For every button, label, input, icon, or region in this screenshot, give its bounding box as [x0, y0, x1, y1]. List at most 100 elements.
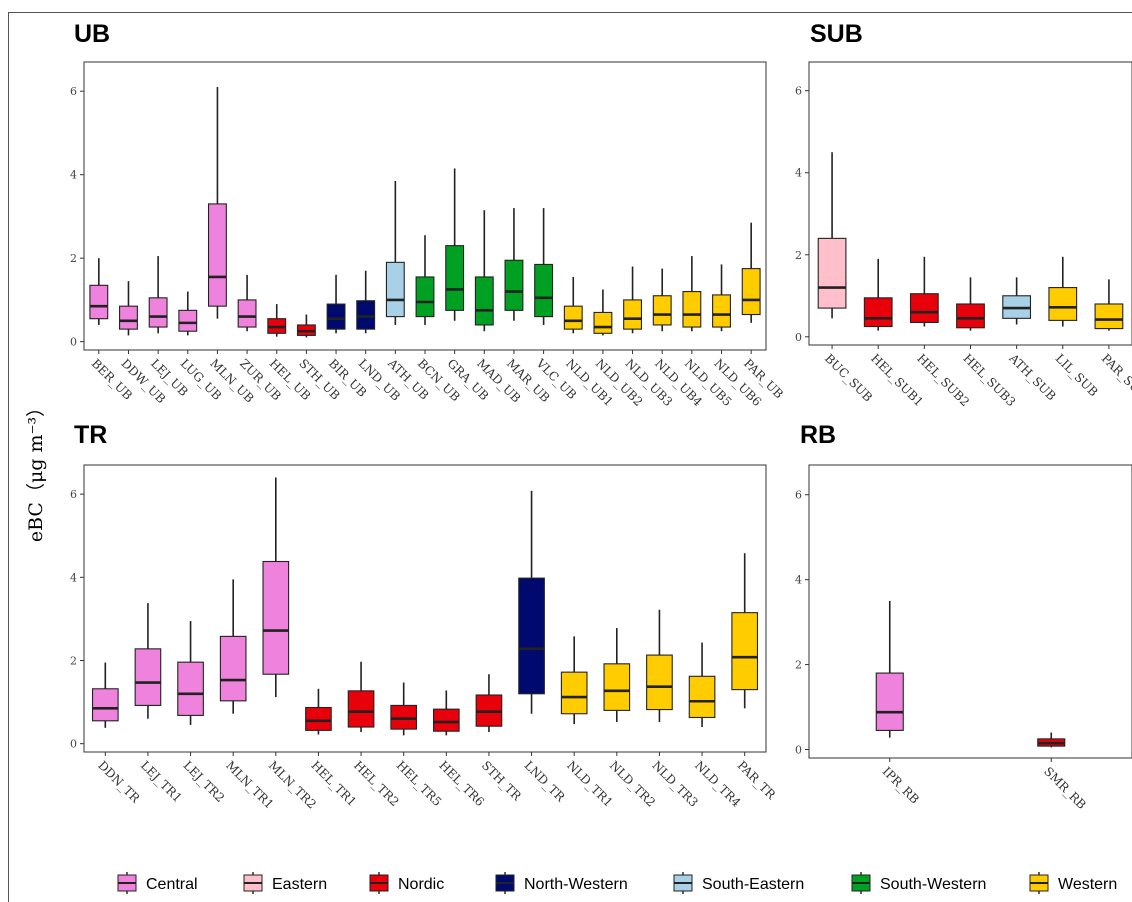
box-hel_sub1 [863, 297, 893, 328]
y-tick-label: 0 [70, 336, 77, 349]
box-lug_ub [178, 309, 198, 332]
box-hel_tr6 [432, 708, 460, 732]
box-vlc_ub [534, 263, 554, 318]
box-lej_tr2 [177, 661, 204, 716]
panel-title-rb: RB [800, 421, 836, 449]
box-mar_ub [504, 259, 524, 311]
legend-item-western: Western [1029, 872, 1117, 894]
box-zur_ub [237, 299, 257, 328]
y-tick-label: 4 [70, 571, 77, 584]
panel-title-sub: SUB [810, 20, 863, 48]
x-tick-label: LIL_SUB [1053, 351, 1101, 399]
box-lnd_ub [356, 300, 376, 330]
y-tick-label: 0 [70, 738, 77, 751]
box-buc_sub [817, 237, 847, 309]
y-tick-label: 6 [795, 489, 802, 502]
box-nld_tr2 [603, 663, 631, 711]
legend-label: Western [1058, 876, 1117, 893]
x-tick-label: LEJ_TR2 [180, 758, 227, 805]
box-bir_ub [326, 303, 346, 330]
legend-item-central: Central [117, 872, 198, 894]
panel-ub: 0246BER_UBDDW_UBLEJ_UBLUG_UBMLN_UBZUR_UB… [70, 61, 786, 409]
box-nld_tr4 [688, 675, 716, 719]
box-bcn_ub [415, 276, 435, 318]
x-tick-label: DDN_TR [95, 758, 143, 806]
x-tick-label: HEL_TR6 [436, 758, 487, 809]
box-nld_ub2 [593, 311, 613, 334]
y-tick-label: 2 [795, 659, 802, 672]
x-tick-label: LEJ_TR1 [138, 758, 185, 805]
box-mln_tr2 [262, 560, 290, 675]
box-hel_tr2 [347, 690, 375, 728]
y-tick-label: 2 [70, 252, 77, 265]
panel-title-ub: UB [74, 20, 110, 48]
x-tick-label: IPR_RB [880, 764, 922, 806]
box-hel_sub2 [909, 293, 939, 323]
y-tick-label: 6 [795, 85, 802, 98]
box-nld_ub5 [682, 291, 702, 328]
panel-title-tr: TR [74, 421, 107, 449]
legend-item-north-western: North-Western [495, 872, 628, 894]
box-nld_tr3 [646, 654, 673, 711]
x-tick-label: BUC_SUB [822, 351, 875, 404]
legend-label: South-Western [880, 876, 986, 893]
box-lnd_tr [518, 577, 545, 695]
box-par_sub [1094, 303, 1124, 330]
x-tick-label: SMR_RB [1041, 764, 1089, 812]
panel-border [808, 464, 1132, 759]
box-par_tr [731, 612, 759, 691]
box-hel_sub3 [956, 303, 985, 329]
box-ddw_ub [119, 305, 138, 330]
box-nld_ub1 [563, 305, 583, 330]
legend-label: Nordic [398, 876, 444, 893]
y-axis-label: eBC（μg m⁻³） [25, 398, 47, 542]
box-ddn_tr [91, 688, 119, 722]
panel-border [83, 464, 767, 753]
x-tick-label: HEL_TR2 [351, 758, 402, 809]
legend-label: Central [146, 876, 198, 893]
box-nld_tr1 [560, 671, 588, 715]
box-nld_ub3 [623, 299, 643, 330]
panel-sub: 0246BUC_SUBHEL_SUB1HEL_SUB2HEL_SUB3ATH_S… [795, 61, 1132, 409]
box-gra_ub [445, 245, 465, 311]
box-hel_tr1 [305, 706, 332, 731]
box-ipr_rb [875, 672, 904, 731]
box-nld_ub4 [652, 295, 672, 326]
box-nld_ub6 [712, 294, 731, 328]
legend-label: North-Western [524, 876, 628, 893]
x-tick-label: PAR_TR [735, 758, 779, 802]
legend-item-south-western: South-Western [851, 872, 986, 894]
legend-item-nordic: Nordic [369, 872, 444, 894]
y-tick-label: 6 [70, 488, 77, 501]
x-tick-label: HEL_TR5 [394, 758, 445, 809]
x-tick-label: LND_TR [521, 758, 568, 805]
legend: Central Eastern Nordic North-Western South-E… [117, 872, 1117, 894]
box-lej_tr1 [134, 648, 162, 706]
y-tick-label: 6 [70, 85, 77, 98]
y-tick-label: 0 [795, 331, 802, 344]
y-tick-label: 4 [795, 574, 802, 587]
y-tick-label: 2 [795, 249, 802, 262]
panel-tr: 0246DDN_TRLEJ_TR1LEJ_TR2MLN_TR1MLN_TR2HE… [70, 464, 779, 812]
y-tick-label: 4 [70, 169, 77, 182]
legend-label: Eastern [272, 876, 327, 893]
box-mln_ub [207, 203, 227, 307]
y-tick-label: 0 [795, 744, 802, 757]
box-par_ub [741, 268, 761, 316]
legend-label: South-Eastern [702, 876, 804, 893]
box-mad_ub [474, 276, 494, 326]
box-hel_tr5 [390, 704, 418, 730]
box-ath_ub [385, 261, 405, 318]
legend-item-eastern: Eastern [243, 872, 327, 894]
box-lej_ub [148, 297, 168, 328]
chart-panels: 0246BER_UBDDW_UBLEJ_UBLUG_UBMLN_UBZUR_UB… [70, 61, 1132, 812]
panel-rb: 0 2 4 6 IPR_RB SMR_RB [795, 464, 1132, 812]
legend-item-south-eastern: South-Eastern [673, 872, 804, 894]
y-tick-label: 4 [795, 167, 802, 180]
box-lil_sub [1048, 287, 1078, 321]
y-tick-label: 2 [70, 654, 77, 667]
x-tick-label: PAR_SUB [1099, 351, 1132, 402]
box-ber_ub [89, 284, 109, 320]
box-mln_tr1 [219, 635, 247, 702]
